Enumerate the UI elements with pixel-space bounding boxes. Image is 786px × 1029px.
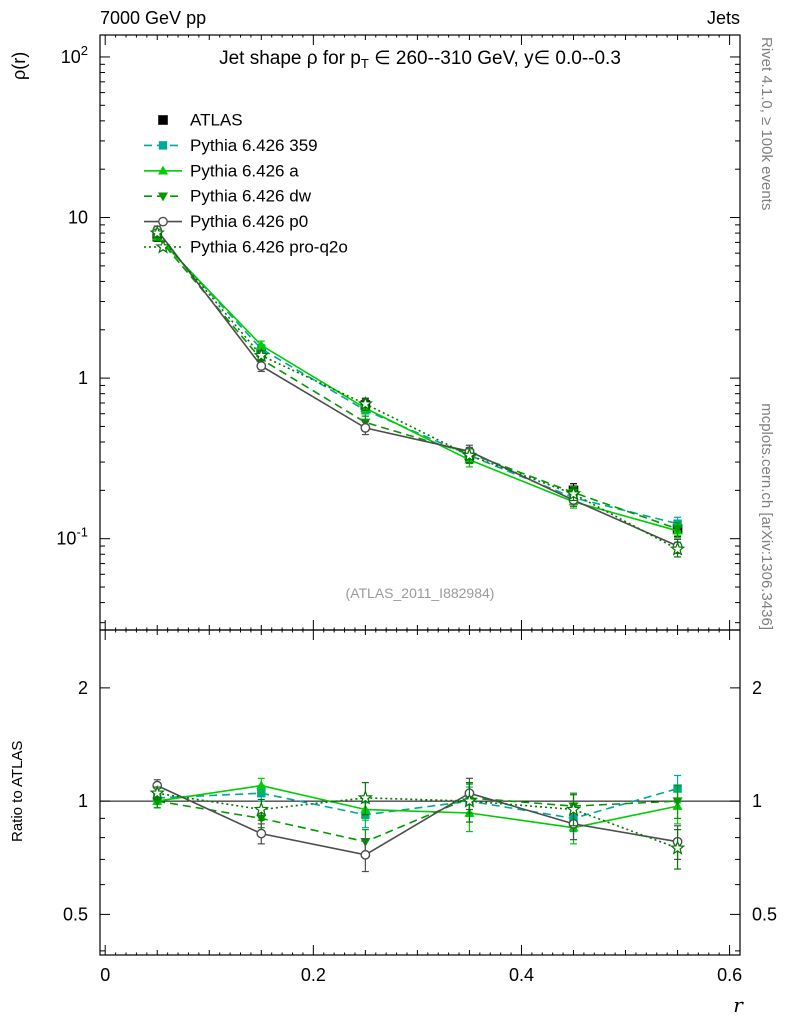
data-point-marker (253, 347, 270, 363)
data-point-marker (155, 238, 171, 254)
data-point-marker (158, 165, 168, 175)
y-tick-labels: 102 10 1 10-1 (56, 43, 88, 549)
data-point-marker (256, 828, 267, 839)
analysis-id-watermark: (ATLAS_2011_I882984) (346, 585, 495, 601)
series-line (156, 784, 678, 856)
series-line (156, 236, 678, 530)
tick-label: 0.4 (509, 965, 534, 985)
series-pythia-p0 (152, 225, 683, 554)
y-axis-title-ratio: Ratio to ATLAS (9, 741, 26, 842)
data-point-marker (256, 340, 267, 350)
series-line (157, 787, 678, 820)
axis-ticks (100, 630, 740, 955)
data-point-marker (360, 849, 371, 860)
tick-label: 1 (78, 791, 88, 811)
data-point-marker (158, 192, 168, 202)
series-pythia-a-ratio (152, 777, 683, 845)
series-pythia-pro-q2o-ratio (149, 782, 686, 870)
tick-label: 102 (61, 43, 88, 67)
legend-item-atlas: ATLAS (158, 111, 243, 130)
data-point-marker (672, 525, 683, 535)
series-line (157, 784, 678, 829)
panel-1: 2 2 1 1 0.5 0.5 0 0.2 0.4 0.6 (63, 629, 777, 985)
tick-label: 0.5 (752, 904, 777, 924)
series-pythia-dw (152, 232, 683, 537)
data-point-marker (253, 801, 270, 817)
data-point-marker (461, 793, 478, 808)
rivet-version-label: Rivet 4.1.0, ≥ 100k events (758, 37, 775, 210)
data-point-marker (360, 422, 371, 433)
series-line (156, 232, 678, 550)
tick-label: 0.2 (301, 965, 326, 985)
data-point-marker (256, 361, 267, 371)
legend-label: Pythia 6.426 dw (190, 187, 312, 206)
chart-canvas: 102 10 1 10-1 2 2 1 1 0.5 0.5 0 0.2 0.4 0.6 ATLAS Pythi… (56, 34, 777, 985)
x-axis-title: r (733, 993, 744, 1017)
data-point-marker (357, 789, 374, 805)
tick-label: 1 (78, 368, 88, 388)
legend-label: ATLAS (190, 111, 243, 130)
observable-group-label: Jets (707, 8, 740, 28)
series-line (156, 234, 678, 525)
data-point-marker (669, 541, 686, 556)
data-point-marker (256, 780, 267, 790)
legend-item-pythia-pro-q2o: Pythia 6.426 pro-q2o (144, 238, 348, 257)
series-line (156, 236, 678, 532)
legend-label: Pythia 6.426 a (190, 161, 299, 180)
data-point-marker (672, 797, 683, 807)
tick-label: 2 (752, 678, 762, 698)
panel-0: 102 10 1 10-1 (56, 34, 741, 631)
legend-label: Pythia 6.426 pro-q2o (190, 238, 348, 257)
tick-label: 0.6 (717, 965, 742, 985)
tick-label: 0.5 (63, 904, 88, 924)
data-point-marker (357, 395, 374, 411)
data-point-marker (158, 115, 168, 125)
series-line (156, 229, 678, 547)
mcplots-credit-label: mcplots.cern.ch [arXiv:1306.3436] (758, 403, 775, 630)
legend-item-pythia-a: Pythia 6.426 a (144, 161, 299, 180)
legend-item-pythia-dw: Pythia 6.426 dw (144, 187, 312, 206)
legend-item-pythia-p0: Pythia 6.426 p0 (144, 212, 308, 231)
data-point-marker (158, 216, 168, 227)
legend-item-pythia-359: Pythia 6.426 359 (144, 136, 318, 155)
data-point-marker (565, 801, 582, 817)
plot-title: Jet shape ρ for pT ∈ 260--310 GeV, y∈ 0.… (219, 48, 621, 71)
data-point-marker (158, 141, 168, 150)
data-point-marker (669, 840, 686, 855)
series-atlas (152, 231, 683, 538)
data-point-marker (149, 785, 165, 800)
y-axis-title-main: ρ(r) (9, 52, 29, 80)
tick-label: 0 (100, 965, 110, 985)
tick-label: 1 (752, 791, 762, 811)
data-point-marker (565, 485, 582, 501)
series-pythia-359 (153, 230, 682, 532)
series-pythia-p0-ratio (152, 777, 683, 873)
legend-label: Pythia 6.426 p0 (190, 212, 308, 231)
data-point-marker (149, 224, 165, 240)
data-point-marker (461, 447, 478, 462)
legend: ATLAS Pythia 6.426 359 Pythia 6.426 a Pythi… (144, 111, 348, 257)
series-pythia-pro-q2o (149, 224, 686, 558)
panel-frame (99, 629, 741, 956)
y-tick-labels: 2 2 1 1 0.5 0.5 (63, 678, 777, 925)
legend-label: Pythia 6.426 359 (190, 136, 318, 155)
beam-energy-label: 7000 GeV pp (100, 8, 206, 28)
tick-label: 10-1 (56, 525, 88, 549)
series-pythia-a (152, 231, 683, 539)
tick-label: 2 (78, 678, 88, 698)
series-line (157, 797, 678, 843)
tick-label: 10 (68, 208, 88, 228)
